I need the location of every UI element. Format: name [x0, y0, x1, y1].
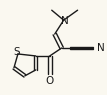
Text: N: N: [61, 16, 69, 26]
Text: N: N: [97, 43, 105, 53]
Text: O: O: [46, 76, 54, 86]
Text: S: S: [14, 47, 20, 57]
